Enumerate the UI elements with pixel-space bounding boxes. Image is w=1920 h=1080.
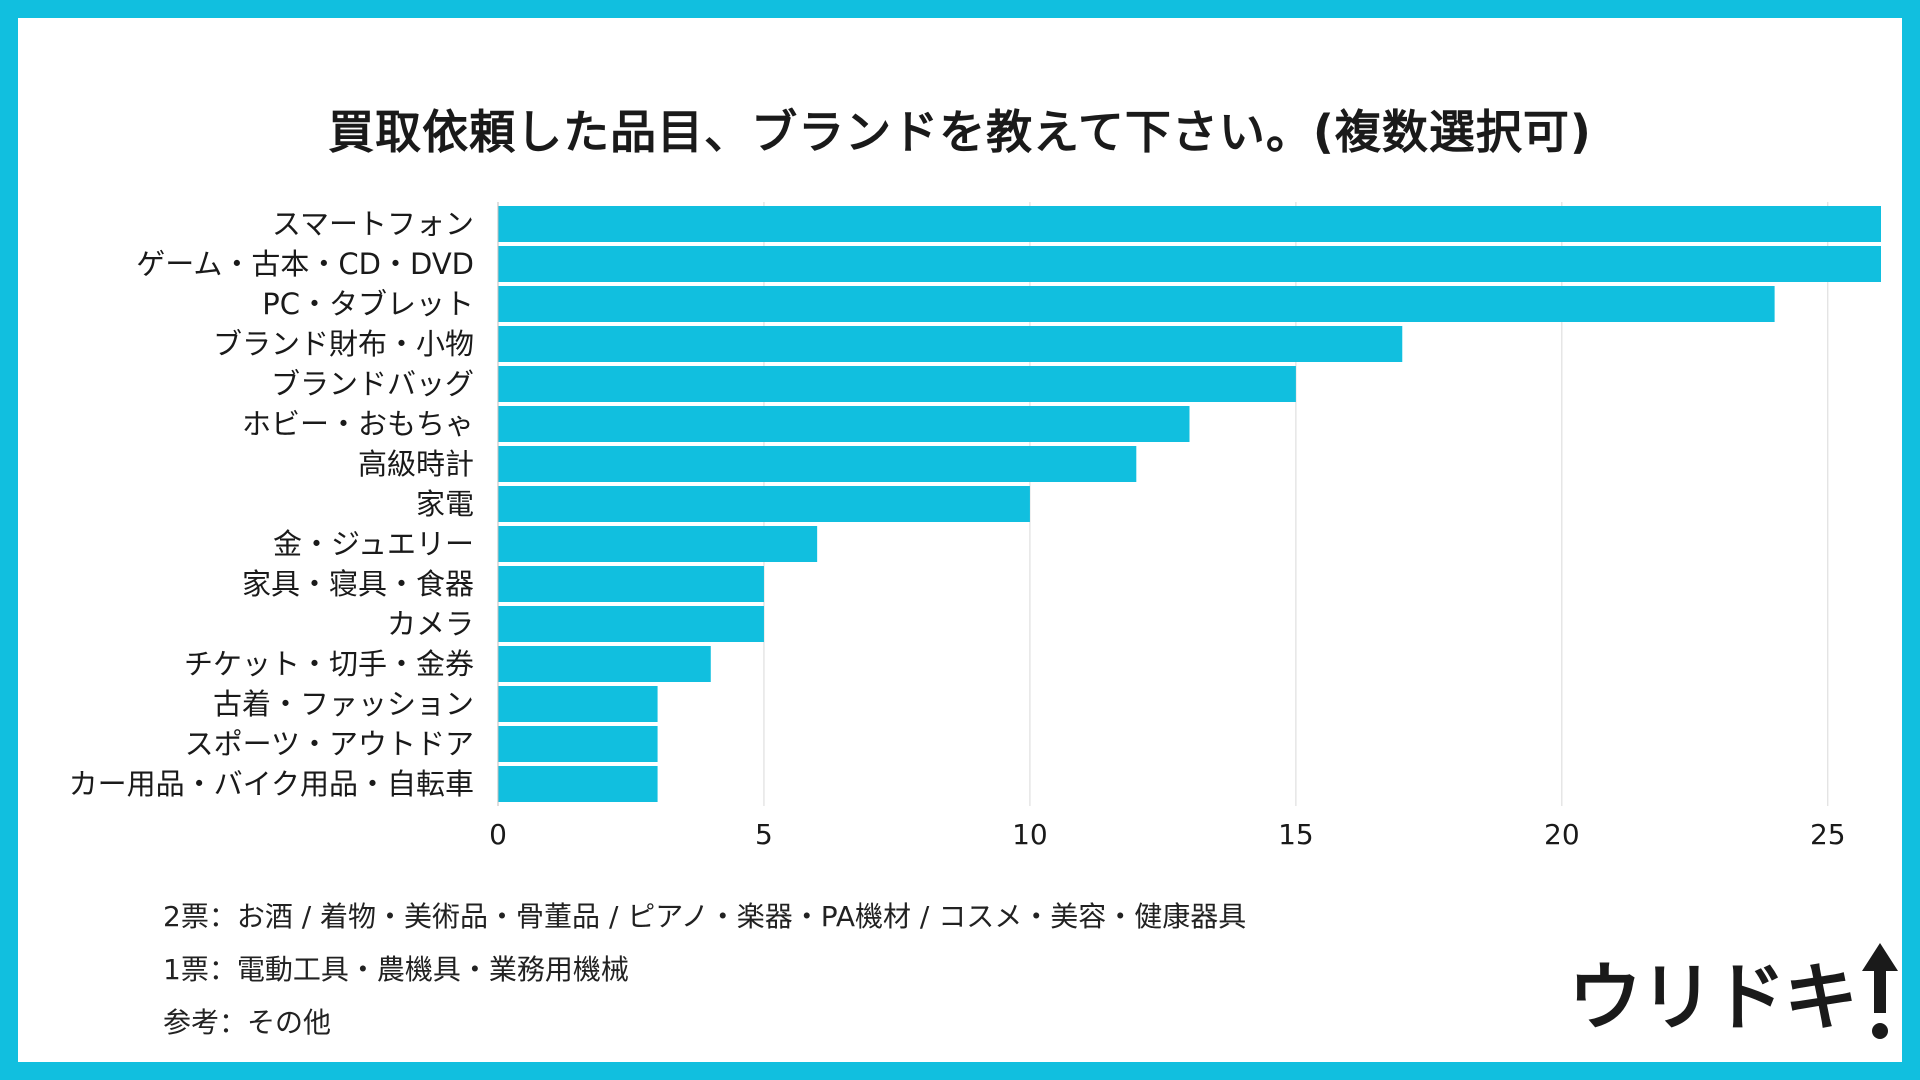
category-label-13: スポーツ・アウトドア [185, 727, 474, 761]
bar-7 [498, 486, 1030, 522]
bar-4 [498, 366, 1296, 402]
logo: ウリドキ [1568, 943, 1900, 1043]
bar-13 [498, 726, 658, 762]
category-label-9: 家具・寝具・食器 [242, 567, 474, 601]
bar-14 [498, 766, 658, 802]
category-label-10: カメラ [387, 607, 474, 641]
category-label-8: 金・ジュエリー [273, 527, 474, 561]
chart-notes: 2票：お酒 / 着物・美術品・骨董品 / ピアノ・楽器・PA機材 / コスメ・美… [163, 890, 1246, 1049]
bar-0 [498, 206, 1881, 242]
bar-3 [498, 326, 1403, 362]
bar-9 [498, 566, 764, 602]
bar-5 [498, 406, 1190, 442]
x-tick-label-5: 5 [755, 818, 773, 851]
logo-text: ウリドキ [1568, 955, 1858, 1041]
bar-12 [498, 686, 658, 722]
chart-frame: 買取依頼した品目、ブランドを教えて下さい。(複数選択可) スマートフォンゲーム・… [18, 18, 1902, 1062]
chart-title: 買取依頼した品目、ブランドを教えて下さい。(複数選択可) [328, 105, 1592, 159]
x-tick-label-15: 15 [1278, 818, 1314, 851]
x-tick-label-20: 20 [1544, 818, 1580, 851]
category-label-7: 家電 [416, 487, 474, 521]
category-label-4: ブランドバッグ [271, 367, 474, 401]
bar-6 [498, 446, 1137, 482]
category-label-11: チケット・切手・金券 [184, 647, 474, 681]
category-label-12: 古着・ファッション [213, 687, 474, 721]
category-label-1: ゲーム・古本・CD・DVD [136, 247, 474, 281]
bar-10 [498, 606, 764, 642]
category-label-0: スマートフォン [272, 207, 474, 241]
category-label-3: ブランド財布・小物 [213, 327, 474, 361]
up-arrow-exclamation-icon [1862, 943, 1898, 1039]
category-label-2: PC・タブレット [262, 287, 474, 321]
category-label-14: カー用品・バイク用品・自転車 [69, 767, 474, 801]
category-label-6: 高級時計 [358, 447, 474, 481]
x-tick-label-0: 0 [489, 818, 507, 851]
note-reference: 参考：その他 [163, 1006, 332, 1039]
x-tick-label-25: 25 [1810, 818, 1846, 851]
note-one-vote: 1票：電動工具・農機具・業務用機械 [163, 953, 629, 986]
note-two-votes: 2票：お酒 / 着物・美術品・骨董品 / ピアノ・楽器・PA機材 / コスメ・美… [163, 900, 1247, 933]
bar-2 [498, 286, 1775, 322]
category-label-5: ホビー・おもちゃ [242, 407, 474, 441]
bar-1 [498, 246, 1881, 282]
bar-11 [498, 646, 711, 682]
bar-8 [498, 526, 818, 562]
x-tick-label-10: 10 [1012, 818, 1048, 851]
